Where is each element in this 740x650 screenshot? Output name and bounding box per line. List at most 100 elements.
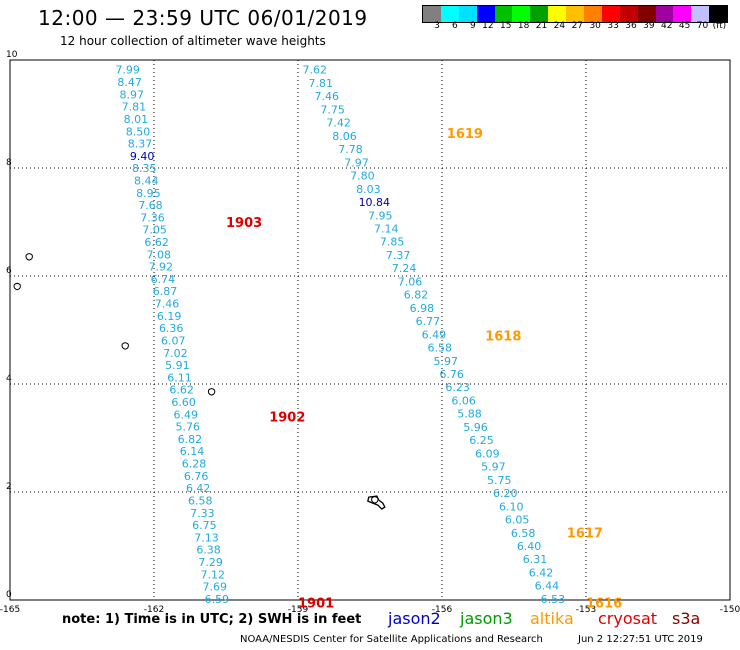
color-scale-label: 21 <box>535 21 548 31</box>
wave-height-value: 6.75 <box>192 519 217 532</box>
color-scale-label: 39 <box>643 21 655 31</box>
island-outline <box>207 388 216 396</box>
wave-height-value: 8.03 <box>356 183 381 196</box>
axis-ticks: -165 -162 -159 -156 -153 -150 0 2 4 6 8 10 <box>0 50 740 615</box>
wave-height-value: 6.28 <box>182 458 207 471</box>
track-time-label: 1617 <box>567 527 603 542</box>
island-outline <box>25 253 33 261</box>
wave-height-value: 7.85 <box>380 236 405 249</box>
wave-height-value: 7.08 <box>146 248 171 261</box>
color-scale-swatch <box>440 6 459 22</box>
island-shape <box>207 388 216 396</box>
wave-height-value: 6.49 <box>173 408 198 421</box>
wave-height-value: 8.35 <box>132 162 157 175</box>
wave-height-value: 8.06 <box>332 130 357 143</box>
color-scale-label: 9 <box>469 21 476 31</box>
wave-height-value: 6.20 <box>493 487 518 500</box>
track-time-label: 1903 <box>226 216 262 231</box>
color-scale-swatch <box>655 6 674 22</box>
wave-height-value: 6.53 <box>541 593 566 606</box>
island-shape <box>13 282 21 291</box>
wave-height-value: 6.60 <box>171 396 196 409</box>
legend-item-cryosat: cryosat <box>598 609 658 628</box>
x-tick-label: -165 <box>0 605 20 615</box>
wave-height-value: 9.40 <box>130 150 155 163</box>
y-tick-label: 4 <box>6 374 12 384</box>
wave-height-value: 6.87 <box>153 285 178 298</box>
color-scale-swatch <box>637 6 656 22</box>
wave-height-value: 6.09 <box>475 447 500 460</box>
y-tick-label: 10 <box>6 50 18 60</box>
wave-height-value: 6.42 <box>186 482 211 495</box>
island-shape <box>121 342 129 350</box>
wave-height-value: 7.46 <box>314 90 339 103</box>
page-title: 12:00 — 23:59 UTC 06/01/2019 <box>38 6 368 30</box>
wave-height-value: 6.14 <box>180 445 205 458</box>
color-scale-swatch <box>601 6 620 22</box>
color-scale-label: 42 <box>661 21 673 31</box>
color-scale-label: 36 <box>625 21 637 31</box>
track-time-label: 1616 <box>586 597 622 612</box>
color-scale-label: 24 <box>553 21 566 31</box>
color-scale-label: 30 <box>589 21 601 31</box>
color-scale-swatch <box>691 6 710 22</box>
color-scale-labels: 3 6 9 12 15 18 21 24 27 30 33 36 39 42 45 70 (ft) <box>422 21 726 31</box>
wave-height-value: 6.77 <box>416 315 441 328</box>
color-scale-label: 45 <box>678 21 691 31</box>
wave-height-value: 5.76 <box>176 421 201 434</box>
wave-height-value: 6.62 <box>169 384 194 397</box>
wave-height-value: 6.19 <box>157 310 182 323</box>
color-scale-label: 15 <box>500 21 512 31</box>
wave-height-value: 7.68 <box>138 199 163 212</box>
wave-height-value: 6.82 <box>178 433 203 446</box>
wave-height-value: 8.47 <box>117 76 142 89</box>
x-tick-label: -150 <box>720 605 740 615</box>
color-scale-label: 33 <box>607 21 619 31</box>
wave-height-value: 7.36 <box>140 211 165 224</box>
wave-height-value: 6.59 <box>205 593 230 606</box>
color-scale-label: 3 <box>434 21 440 31</box>
wave-height-value: 6.58 <box>188 494 213 507</box>
wave-height-value: 6.36 <box>159 322 184 335</box>
wave-height-value: 7.81 <box>309 77 334 90</box>
wave-height-value: 7.69 <box>203 581 228 594</box>
wave-height-value: 7.05 <box>142 224 167 237</box>
wave-height-value: 8.97 <box>120 88 145 101</box>
wave-height-value: 6.58 <box>428 342 453 355</box>
wave-height-value: 7.78 <box>338 143 363 156</box>
track-time-label: 1902 <box>269 410 305 425</box>
wave-height-value: 7.24 <box>392 262 417 275</box>
island-shape-large <box>367 495 386 510</box>
wave-height-value: 7.12 <box>200 568 225 581</box>
wave-height-value: 7.33 <box>190 507 215 520</box>
wave-height-value: 6.06 <box>451 394 476 407</box>
legend-item-s3a: s3a <box>672 609 701 628</box>
y-tick-label: 6 <box>6 266 12 276</box>
wave-height-value: 7.75 <box>320 103 345 116</box>
wave-height-value: 7.02 <box>163 347 188 360</box>
wave-height-value: 5.97 <box>433 355 458 368</box>
track-time-label: 1619 <box>447 127 483 142</box>
track-labels: 1903 1902 1901 1619 1618 1617 1616 <box>226 127 622 612</box>
wave-height-value: 6.49 <box>422 328 447 341</box>
color-scale-swatch <box>530 6 549 22</box>
legend-item-jason2: jason2 <box>388 609 441 628</box>
wave-height-value: 6.07 <box>161 334 186 347</box>
islands <box>13 253 386 510</box>
wave-height-value: 5.96 <box>463 421 488 434</box>
wave-height-value: 5.91 <box>165 359 190 372</box>
wave-height-value: 5.75 <box>487 474 512 487</box>
wave-height-value: 6.76 <box>184 470 209 483</box>
wave-height-value: 8.01 <box>124 113 149 126</box>
track-time-label: 1901 <box>298 597 334 612</box>
wave-height-value: 7.06 <box>398 275 423 288</box>
wave-height-value: 7.97 <box>344 156 369 169</box>
wave-height-value: 8.44 <box>134 174 159 187</box>
x-tick-label: -162 <box>144 605 164 615</box>
color-scale-swatch <box>584 6 602 22</box>
wave-height-value: 5.88 <box>457 408 482 421</box>
wave-height-value: 6.23 <box>445 381 470 394</box>
y-tick-label: 0 <box>6 590 12 600</box>
y-tick-label: 2 <box>6 482 12 492</box>
